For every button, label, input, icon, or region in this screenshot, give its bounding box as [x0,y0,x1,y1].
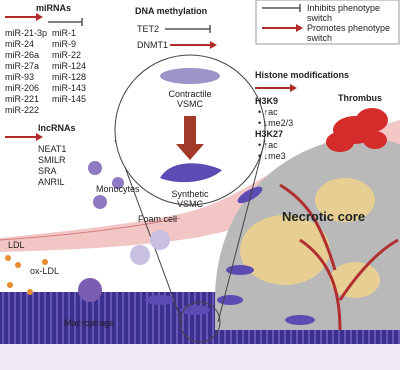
histone-change: • ↓me2/3 [258,118,294,128]
monocytes [88,161,124,209]
synthetic-label: Synthetic VSMC [171,189,209,209]
lncrna: NEAT1 [38,144,67,154]
histone-change: • ↓me3 [258,151,286,161]
mirna: miR-221 [5,94,40,104]
lipid [315,178,375,222]
histone-mark: H3K9 [255,96,279,106]
section-title: miRNAs [36,3,72,13]
mirna: miR-93 [5,72,35,82]
gene: TET2 [137,24,160,34]
mirna: miR-206 [5,83,40,93]
foam-cell [150,230,170,250]
ox-ldl-label: ox-LDL [30,266,60,276]
mirna: miR-143 [52,83,87,93]
macrophage [78,278,102,302]
vsmc-cells [145,186,315,325]
ldl-label: LDL [8,240,25,250]
mirna: miR-124 [52,61,87,71]
ldl-particles [5,255,48,295]
histone-change: • ↑ac [258,140,278,150]
switch-arrow [176,144,204,160]
mirna: miR-26a [5,50,40,60]
promote-arrow [36,13,43,21]
section-title: Histone modifications [255,70,350,80]
mirna: miR-24 [5,39,35,49]
histone-change: • ↑ac [258,107,278,117]
mirna: miR-27a [5,61,40,71]
necrotic-core-label: Necrotic core [282,209,366,224]
histone-mark: H3K27 [255,129,284,139]
zoom-source [179,301,221,343]
synthetic-cell [160,163,222,183]
lipid [240,215,330,285]
foam-cell [130,245,150,265]
zoom-line [114,139,183,323]
monocytes-label: Monocytes [96,184,140,194]
contractile-cell [160,68,220,84]
thrombus-label: Thrombus [338,93,382,103]
mirna: miR-22 [52,50,82,60]
vasa-vasorum [279,183,399,331]
lncrna: SRA [38,166,57,176]
zoom-line [217,139,266,323]
mirna: miR-128 [52,72,87,82]
promote-arrow [290,84,297,92]
adventitia [0,344,400,370]
switch-arrow [184,116,196,144]
lncrna: ANRIL [38,177,65,187]
legend-label: Inhibits phenotype switch [307,3,381,23]
gene: DNMT1 [137,40,168,50]
foam-cell-label: Foam cell [138,214,178,224]
thrombus [326,108,388,152]
mirna: miR-145 [52,94,87,104]
promote-arrow [210,41,217,49]
mirna: miR-222 [5,105,40,115]
promote-symbol [296,24,303,32]
lncrna: SMILR [38,155,66,165]
macrophage-label: Macrophage [64,318,115,328]
promote-arrow [36,133,43,141]
legend-label: Promotes phenotype switch [307,23,391,43]
mirna: miR-1 [52,28,76,38]
elastic-lamina [0,217,181,241]
section-title: lncRNAs [38,123,76,133]
mirna: miR-21-3p [5,28,48,38]
section-title: DNA methylation [135,6,208,16]
mirna: miR-9 [52,39,76,49]
contractile-label: Contractile VSMC [168,89,212,109]
